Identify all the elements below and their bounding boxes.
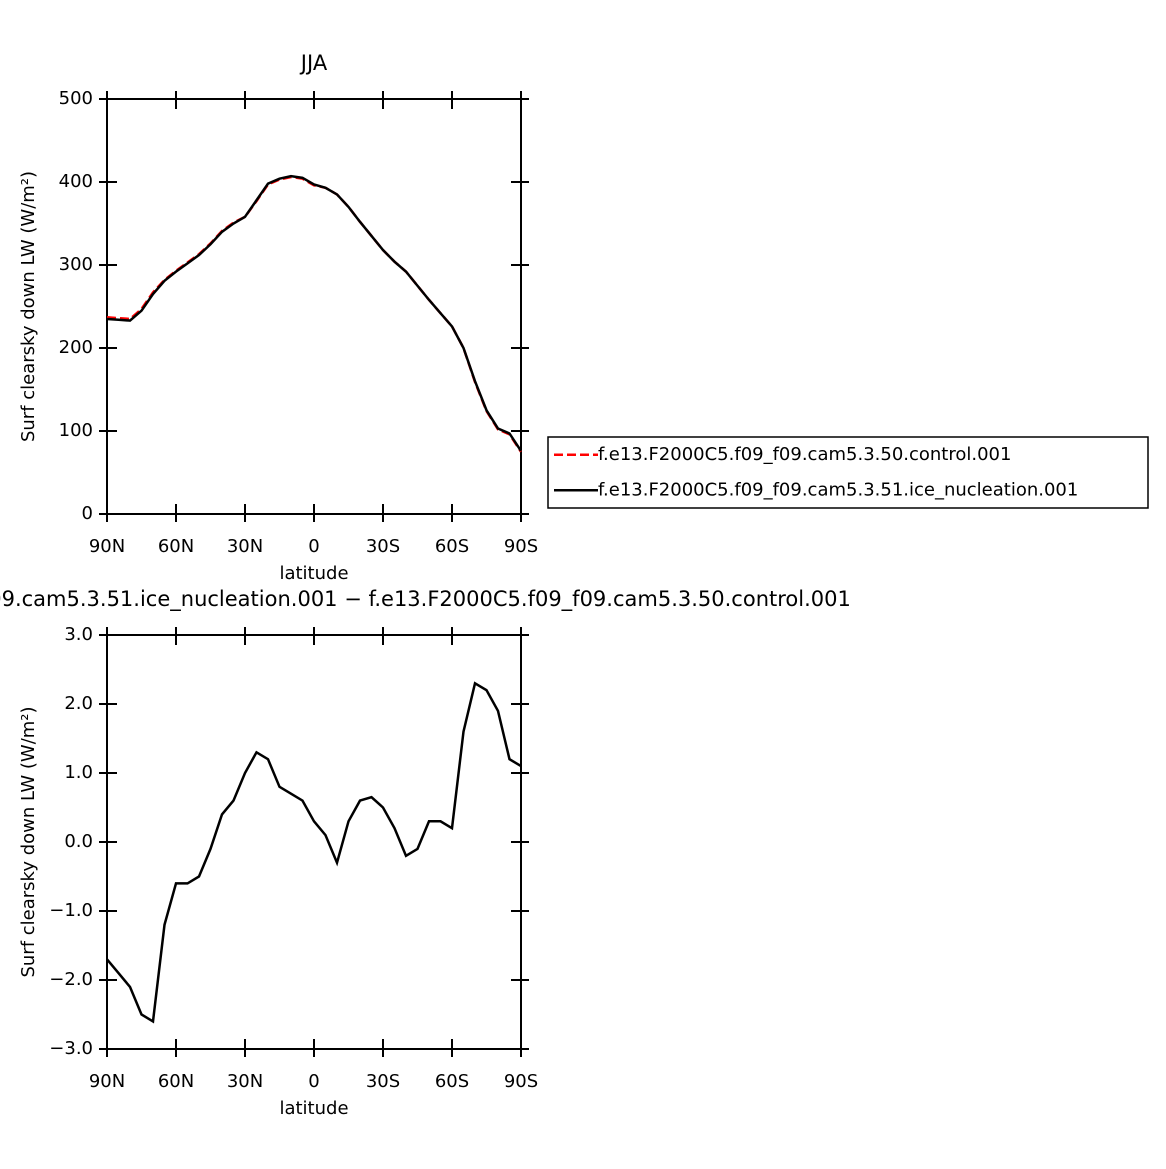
y-tick-label: 200 bbox=[59, 337, 93, 358]
legend-box bbox=[547, 436, 1149, 509]
x-tick-label: 60S bbox=[435, 536, 469, 557]
x-tick-label: 90S bbox=[504, 536, 538, 557]
y-tick-label: −2.0 bbox=[49, 969, 93, 990]
chart-title: f.e13.F2000C5.f09_f09.cam5.3.51.ice_nucl… bbox=[0, 587, 851, 612]
x-axis-label: latitude bbox=[279, 1098, 348, 1119]
x-tick-label: 60N bbox=[158, 536, 194, 557]
y-tick-label: 2.0 bbox=[64, 693, 93, 714]
plot-frame bbox=[106, 98, 522, 515]
data-line bbox=[106, 174, 523, 452]
chart-title: JJA bbox=[299, 51, 328, 75]
x-tick-label: 30N bbox=[227, 1071, 263, 1092]
y-tick-label: 500 bbox=[59, 88, 93, 109]
x-axis-label: latitude bbox=[279, 563, 348, 584]
data-line bbox=[106, 681, 522, 1024]
y-tick-label: −3.0 bbox=[49, 1038, 93, 1059]
data-line bbox=[106, 175, 523, 453]
x-tick-label: 30N bbox=[227, 536, 263, 557]
legend-label: f.e13.F2000C5.f09_f09.cam5.3.50.control.… bbox=[598, 444, 1011, 465]
plot-frame bbox=[106, 634, 522, 1050]
x-tick-label: 0 bbox=[308, 1071, 319, 1092]
y-tick-label: 0.0 bbox=[64, 831, 93, 852]
x-tick-label: 90N bbox=[89, 536, 125, 557]
y-axis-label: Surf clearsky down LW (W/m²) bbox=[18, 706, 39, 977]
x-tick-label: 30S bbox=[366, 536, 400, 557]
x-tick-label: 0 bbox=[308, 536, 319, 557]
y-tick-label: 300 bbox=[59, 254, 93, 275]
x-tick-label: 90S bbox=[504, 1071, 538, 1092]
y-axis-label: Surf clearsky down LW (W/m²) bbox=[18, 171, 39, 442]
x-tick-label: 90N bbox=[89, 1071, 125, 1092]
y-tick-label: −1.0 bbox=[49, 900, 93, 921]
y-tick-label: 100 bbox=[59, 420, 93, 441]
x-tick-label: 60S bbox=[435, 1071, 469, 1092]
legend-label: f.e13.F2000C5.f09_f09.cam5.3.51.ice_nucl… bbox=[598, 479, 1078, 500]
x-tick-label: 30S bbox=[366, 1071, 400, 1092]
y-tick-label: 0 bbox=[82, 503, 93, 524]
y-tick-label: 400 bbox=[59, 171, 93, 192]
y-tick-label: 1.0 bbox=[64, 762, 93, 783]
x-tick-label: 60N bbox=[158, 1071, 194, 1092]
y-tick-label: 3.0 bbox=[64, 624, 93, 645]
